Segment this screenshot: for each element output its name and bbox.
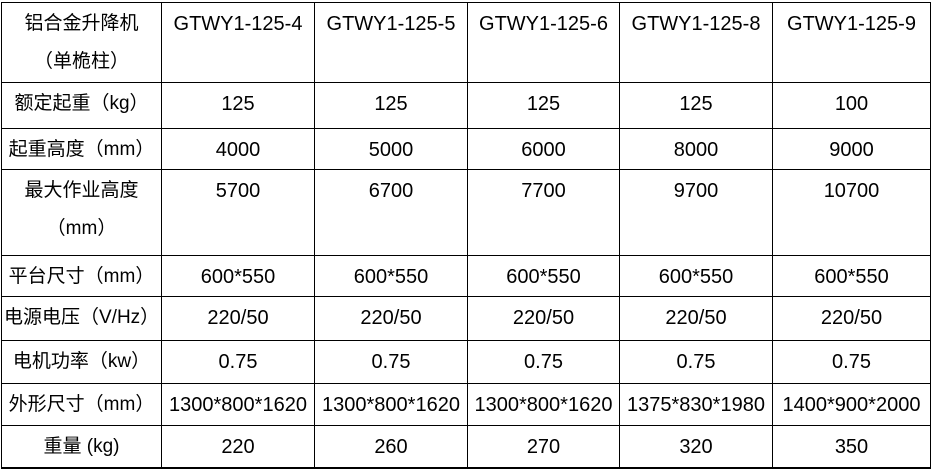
cell: 260: [314, 425, 468, 468]
row-label: 平台尺寸（mm）: [1, 255, 162, 297]
cell: 7700: [467, 169, 620, 256]
cell: 220/50: [772, 296, 931, 341]
row-label: 电机功率（kw）: [1, 340, 162, 384]
cell: 6700: [314, 169, 468, 256]
cell: 220/50: [467, 296, 620, 341]
cell: 270: [467, 425, 620, 468]
cell: 600*550: [772, 255, 931, 297]
cell: 125: [619, 82, 773, 129]
cell: 4000: [161, 128, 315, 170]
row-label: 起重高度（mm）: [1, 128, 162, 170]
table-row-weight: 重量 (kg) 220 260 270 320 350: [1, 425, 931, 468]
column-header-model-1: GTWY1-125-4: [161, 2, 315, 83]
cell: 6000: [467, 128, 620, 170]
cell: 0.75: [772, 340, 931, 384]
cell: 8000: [619, 128, 773, 170]
cell: 0.75: [314, 340, 468, 384]
product-name-line1: 铝合金升降机: [24, 13, 139, 34]
cell: 600*550: [619, 255, 773, 297]
cell: 125: [161, 82, 315, 129]
table-row-lift-height: 起重高度（mm） 4000 5000 6000 8000 9000: [1, 128, 931, 170]
table-row-platform-size: 平台尺寸（mm） 600*550 600*550 600*550 600*550…: [1, 255, 931, 297]
cell: 1400*900*2000: [772, 383, 931, 426]
column-header-model-4: GTWY1-125-8: [619, 2, 773, 83]
row-label: 最大作业高度 （mm）: [1, 169, 162, 256]
cell: 350: [772, 425, 931, 468]
cell: 0.75: [467, 340, 620, 384]
table-row-max-working-height: 最大作业高度 （mm） 5700 6700 7700 9700 10700: [1, 169, 931, 256]
table-row-rated-load: 额定起重（kg） 125 125 125 125 100: [1, 82, 931, 129]
row-label: 重量 (kg): [1, 425, 162, 468]
row-label-line2: （mm）: [46, 218, 117, 239]
table-row-overall-size: 外形尺寸（mm） 1300*800*1620 1300*800*1620 130…: [1, 383, 931, 426]
cell: 220/50: [314, 296, 468, 341]
cell: 1300*800*1620: [467, 383, 620, 426]
column-header-model-3: GTWY1-125-6: [467, 2, 620, 83]
cell: 1300*800*1620: [314, 383, 468, 426]
cell: 9700: [619, 169, 773, 256]
cell: 5000: [314, 128, 468, 170]
cell: 220: [161, 425, 315, 468]
cell: 600*550: [161, 255, 315, 297]
cell: 0.75: [161, 340, 315, 384]
product-name-line2: （单桅柱）: [33, 51, 129, 72]
row-label-line1: 最大作业高度: [24, 180, 139, 201]
product-name-cell: 铝合金升降机 （单桅柱）: [1, 2, 162, 83]
column-header-model-2: GTWY1-125-5: [314, 2, 468, 83]
column-header-model-5: GTWY1-125-9: [772, 2, 931, 83]
cell: 9000: [772, 128, 931, 170]
cell: 5700: [161, 169, 315, 256]
cell: 220/50: [619, 296, 773, 341]
table-row-power-voltage: 电源电压（V/Hz） 220/50 220/50 220/50 220/50 2…: [1, 296, 931, 341]
header-row: 铝合金升降机 （单桅柱） GTWY1-125-4 GTWY1-125-5 GTW…: [1, 2, 931, 83]
row-label: 电源电压（V/Hz）: [1, 296, 162, 341]
cell: 125: [314, 82, 468, 129]
cell: 100: [772, 82, 931, 129]
cell: 600*550: [467, 255, 620, 297]
cell: 1300*800*1620: [161, 383, 315, 426]
table-row-motor-power: 电机功率（kw） 0.75 0.75 0.75 0.75 0.75: [1, 340, 931, 384]
row-label: 外形尺寸（mm）: [1, 383, 162, 426]
cell: 320: [619, 425, 773, 468]
row-label: 额定起重（kg）: [1, 82, 162, 129]
cell: 220/50: [161, 296, 315, 341]
cell: 10700: [772, 169, 931, 256]
cell: 125: [467, 82, 620, 129]
cell: 600*550: [314, 255, 468, 297]
cell: 1375*830*1980: [619, 383, 773, 426]
cell: 0.75: [619, 340, 773, 384]
